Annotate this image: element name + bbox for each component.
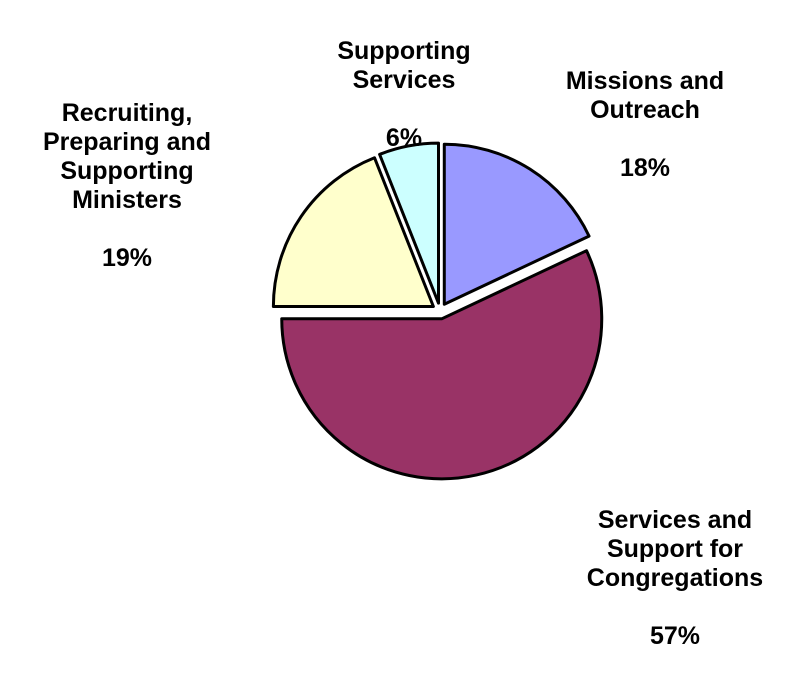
slice-label-recruiting-ministers-name: Recruiting, Preparing and Supporting Min…: [42, 99, 212, 214]
slice-label-recruiting-ministers: Recruiting, Preparing and Supporting Min…: [22, 70, 232, 302]
slice-supporting-services: [378, 141, 441, 305]
slice-label-supporting-services: Supporting Services 6%: [304, 8, 504, 182]
pie-chart-svg: [271, 141, 604, 481]
slice-label-missions-outreach-value: 18%: [619, 154, 671, 182]
slice-missions-outreach: [442, 142, 591, 306]
slice-recruiting-ministers: [271, 156, 435, 309]
slice-label-supporting-services-value: 6%: [385, 124, 423, 152]
slice-services-support-congregations: [280, 249, 604, 481]
slice-label-missions-outreach-name: Missions and Outreach: [565, 67, 725, 124]
slice-label-services-support-congregations-name: Services and Support for Congregations: [586, 506, 764, 592]
slice-label-supporting-services-name: Supporting Services: [337, 37, 471, 94]
slice-label-services-support-congregations: Services and Support for Congregations 5…: [562, 477, 788, 680]
slice-label-missions-outreach: Missions and Outreach 18%: [535, 38, 755, 212]
slice-label-services-support-congregations-value: 57%: [649, 622, 701, 650]
slice-label-recruiting-ministers-value: 19%: [101, 244, 153, 272]
